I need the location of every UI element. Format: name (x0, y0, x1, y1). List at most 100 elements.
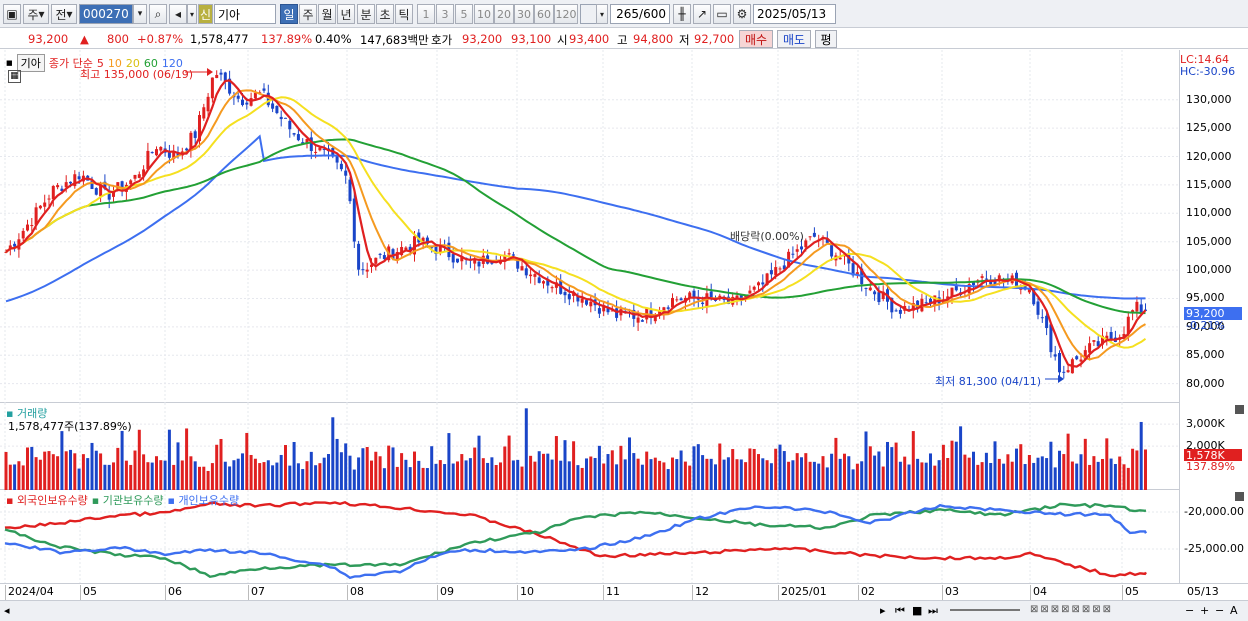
volume-bar (271, 465, 275, 490)
custom-period-dropdown-icon[interactable]: ▾ (596, 4, 608, 24)
volume-bar (731, 449, 735, 490)
candle-body (477, 261, 481, 267)
candle-body (395, 251, 399, 261)
minute-10[interactable]: 10 (474, 4, 494, 24)
period-year[interactable]: 년 (337, 4, 355, 24)
stop-icon[interactable]: ■ (912, 604, 923, 617)
candle-body (64, 182, 68, 188)
date-field[interactable]: 2025/05/13 (753, 4, 836, 24)
volume-bar (1131, 448, 1135, 490)
candle-body (47, 198, 51, 200)
holding-panel[interactable] (0, 490, 1180, 583)
code-dropdown-icon[interactable]: ▾ (133, 4, 147, 24)
volume-bar (378, 456, 382, 490)
volume-bar (748, 448, 752, 490)
speaker-dropdown-icon[interactable]: ▾ (187, 4, 197, 24)
table-icon[interactable]: ▦ (8, 70, 21, 83)
period-second[interactable]: 초 (376, 4, 394, 24)
new-badge[interactable]: 신 (198, 4, 213, 24)
period-minute[interactable]: 분 (357, 4, 375, 24)
candle-body (404, 247, 408, 251)
candle-type-icon[interactable]: ╫ (673, 4, 691, 24)
candle-body (1079, 359, 1083, 362)
candle-body (129, 180, 133, 185)
first-icon[interactable]: ⏮ (895, 604, 905, 617)
candle-body (262, 88, 266, 91)
sell-button[interactable]: 매도 (777, 30, 811, 48)
speaker-icon[interactable]: ◂ (169, 4, 187, 24)
zoom-slider[interactable] (950, 609, 1020, 611)
settings-icon[interactable]: ⚙ (733, 4, 751, 24)
zoom-out-icon[interactable]: − (1185, 604, 1195, 617)
count-field[interactable]: 265/600 (610, 4, 670, 24)
tool-icons[interactable]: ⊠⊠⊠⊠⊠⊠⊠⊠ (1030, 604, 1114, 615)
volume-panel[interactable] (0, 403, 1180, 490)
candle-body (1036, 301, 1040, 315)
code-input[interactable]: 000270 (79, 4, 133, 24)
candle-body (137, 174, 141, 178)
price-chart-panel[interactable] (0, 50, 1180, 403)
last-icon[interactable]: ⏭ (928, 604, 938, 617)
volume-bar (671, 457, 674, 490)
volume-bar (817, 463, 821, 490)
minute-30[interactable]: 30 (514, 4, 534, 24)
candle-body (167, 152, 171, 158)
scroll-left-icon[interactable]: ◂ (4, 604, 10, 617)
candle-body (1045, 315, 1049, 329)
candle-body (653, 315, 657, 322)
candle-body (516, 258, 520, 269)
candle-body (563, 292, 567, 296)
zoom-in-icon[interactable]: + (1200, 604, 1210, 617)
font-size-icon[interactable]: A (1230, 604, 1238, 617)
market-select[interactable]: 주 ▾ (23, 4, 49, 24)
candle-body (275, 105, 279, 114)
volume-bar (262, 462, 266, 490)
minute-60[interactable]: 60 (534, 4, 554, 24)
holding-chart[interactable] (0, 490, 1180, 583)
search-icon[interactable]: ⌕ (149, 4, 167, 24)
average-button[interactable]: 평 (815, 30, 837, 48)
volume-bar (645, 451, 649, 490)
draw-tool-icon[interactable]: ↗ (693, 4, 711, 24)
candle-body (658, 311, 662, 315)
prev-select[interactable]: 전 ▾ (51, 4, 77, 24)
minute-3[interactable]: 3 (436, 4, 454, 24)
candle-body (1049, 324, 1053, 353)
volume-bar (124, 460, 128, 490)
period-month[interactable]: 월 (318, 4, 336, 24)
scroll-right-icon[interactable]: ▸ (880, 604, 886, 617)
candle-body (993, 281, 997, 285)
stock-name-field[interactable]: 기아 (214, 4, 276, 24)
price-chart[interactable] (0, 50, 1180, 403)
minute-5[interactable]: 5 (455, 4, 473, 24)
minute-1[interactable]: 1 (417, 4, 435, 24)
period-day[interactable]: 일 (280, 4, 298, 24)
lc-value: LC:14.64 (1180, 53, 1230, 66)
period-tick[interactable]: 틱 (395, 4, 413, 24)
volume-bar (86, 458, 90, 490)
holding-close-icon[interactable] (1235, 492, 1244, 501)
volume-bar (81, 454, 85, 490)
candle-body (103, 181, 107, 189)
period-week[interactable]: 주 (299, 4, 317, 24)
volume-chart[interactable] (0, 403, 1180, 490)
volume-bar (980, 462, 984, 490)
minute-20[interactable]: 20 (494, 4, 514, 24)
price-value: 93,200 (28, 32, 69, 46)
minute-120[interactable]: 120 (554, 4, 578, 24)
candle-body (602, 305, 606, 312)
chart-window-icon[interactable]: ▣ (3, 4, 21, 24)
shrink-icon[interactable]: − (1215, 604, 1225, 617)
candle-body (804, 240, 808, 248)
volume-close-icon[interactable] (1235, 405, 1244, 414)
volume-bar (425, 468, 429, 490)
candle-body (1083, 350, 1087, 360)
volume-bar (176, 442, 180, 490)
candle-body (757, 282, 760, 286)
volume-bar (417, 460, 421, 490)
save-icon[interactable]: ▭ (713, 4, 731, 24)
volume-bar (722, 459, 726, 490)
volume-bar (997, 458, 1001, 490)
buy-button[interactable]: 매수 (739, 30, 773, 48)
stock-tag[interactable]: 기아 (16, 54, 45, 72)
